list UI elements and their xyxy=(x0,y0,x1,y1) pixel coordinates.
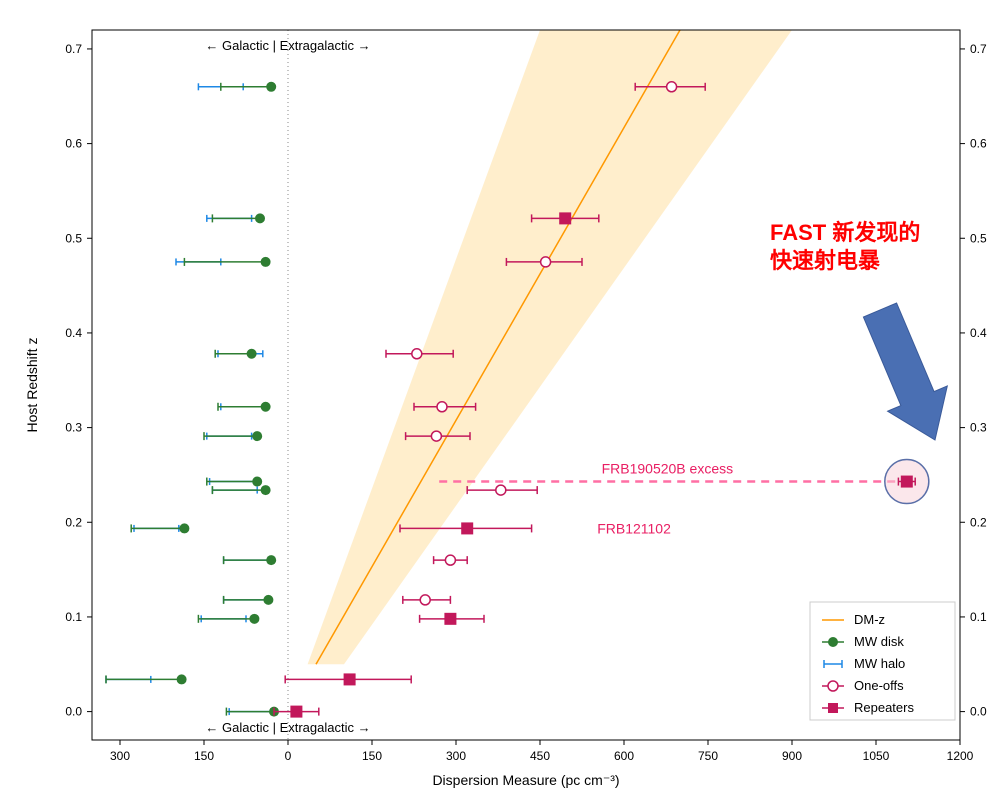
y-tick-label-right: 0.3 xyxy=(970,421,987,435)
repeater-label: FRB121102 xyxy=(597,520,671,536)
galactic-annotation-top: ← Galactic | Extragalactic → xyxy=(205,38,370,53)
x-tick-label: 300 xyxy=(110,749,130,763)
legend: DM-z MW disk MW halo One-offs Repeaters xyxy=(810,602,955,720)
y-tick-label: 0.4 xyxy=(65,326,82,340)
legend-label: One-offs xyxy=(854,678,904,693)
chart-svg: FRB190520B excess FRB121102 300 150 0 150 300 4… xyxy=(0,0,1008,810)
y-tick-label-right: 0.4 xyxy=(970,326,987,340)
fast-annotation-line1: FAST 新发现的 xyxy=(770,220,920,245)
y-tick-label-right: 0.0 xyxy=(970,705,987,719)
x-tick-label: 450 xyxy=(530,749,550,763)
x-tick-label: 600 xyxy=(614,749,634,763)
excess-label: FRB190520B excess xyxy=(602,461,734,477)
legend-label: Repeaters xyxy=(854,700,914,715)
y-tick-label: 0.5 xyxy=(65,231,82,245)
y-tick-label: 0.0 xyxy=(65,705,82,719)
dm-z-band xyxy=(308,30,792,664)
x-tick-label: 150 xyxy=(194,749,214,763)
x-tick-label: 750 xyxy=(698,749,718,763)
y-tick-label: 0.3 xyxy=(65,421,82,435)
x-tick-label: 1050 xyxy=(863,749,890,763)
x-axis-label: Dispersion Measure (pc cm⁻³) xyxy=(432,772,619,788)
y-tick-label-right: 0.7 xyxy=(970,42,987,56)
chart-container: FRB190520B excess FRB121102 300 150 0 150 300 4… xyxy=(0,0,1008,810)
y-axis-label: Host Redshift z xyxy=(24,338,40,433)
galactic-annotation-bottom: ← Galactic | Extragalactic → xyxy=(205,720,370,735)
mw-halo-series xyxy=(106,83,274,715)
y-tick-label-right: 0.5 xyxy=(970,231,987,245)
y-tick-label-right: 0.6 xyxy=(970,137,987,151)
legend-label: DM-z xyxy=(854,612,885,627)
mw-disk-series xyxy=(106,82,279,717)
y-tick-label: 0.2 xyxy=(65,515,82,529)
x-tick-label: 300 xyxy=(446,749,466,763)
x-tick-label: 0 xyxy=(285,749,292,763)
y-tick-label: 0.1 xyxy=(65,610,82,624)
fast-annotation-line2: 快速射电暴 xyxy=(770,248,881,273)
legend-label: MW disk xyxy=(854,634,904,649)
x-tick-label: 900 xyxy=(782,749,802,763)
y-tick-label-right: 0.1 xyxy=(970,610,987,624)
legend-label: MW halo xyxy=(854,656,905,671)
arrow-icon xyxy=(863,303,947,440)
y-tick-label: 0.7 xyxy=(65,42,82,56)
x-tick-label: 1200 xyxy=(947,749,974,763)
y-tick-label-right: 0.2 xyxy=(970,515,987,529)
y-tick-label: 0.6 xyxy=(65,137,82,151)
x-tick-label: 150 xyxy=(362,749,382,763)
